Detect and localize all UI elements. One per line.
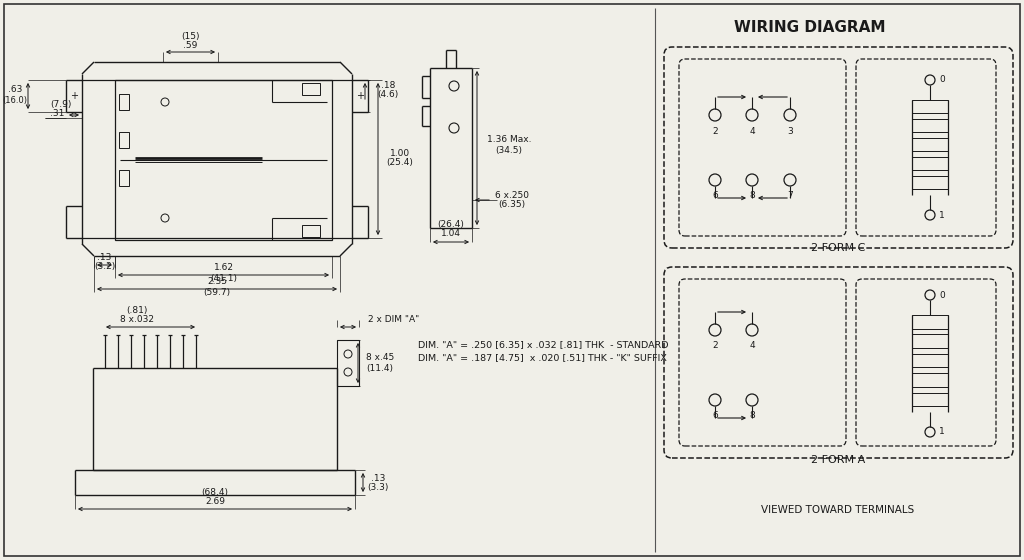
Bar: [912, 354, 948, 367]
Text: 3: 3: [787, 127, 793, 136]
Text: (4.6): (4.6): [378, 90, 398, 99]
Text: 0: 0: [939, 76, 945, 85]
Text: (41.1): (41.1): [210, 273, 237, 282]
Text: +: +: [70, 91, 78, 101]
Text: (11.4): (11.4): [367, 363, 393, 372]
Bar: [302, 225, 319, 237]
Text: DIM. "A" = .187 [4.75]  x .020 [.51] THK - "K" SUFFIX: DIM. "A" = .187 [4.75] x .020 [.51] THK …: [418, 353, 667, 362]
Text: (34.5): (34.5): [496, 146, 522, 155]
Text: 8 x.45: 8 x.45: [366, 353, 394, 362]
Circle shape: [709, 394, 721, 406]
Text: 2: 2: [712, 342, 718, 351]
Circle shape: [161, 98, 169, 106]
Text: (15): (15): [181, 32, 200, 41]
Text: 1.00: 1.00: [390, 148, 410, 157]
Bar: [912, 157, 948, 170]
Text: (6.35): (6.35): [499, 200, 525, 209]
Text: .18: .18: [381, 82, 395, 91]
Circle shape: [709, 174, 721, 186]
Text: 2 x DIM "A": 2 x DIM "A": [368, 315, 419, 324]
Circle shape: [746, 394, 758, 406]
Circle shape: [925, 210, 935, 220]
Bar: [119, 132, 129, 148]
Bar: [912, 334, 948, 348]
Text: (3.2): (3.2): [94, 263, 115, 272]
Text: 6: 6: [712, 192, 718, 200]
Text: (.81): (.81): [126, 306, 147, 315]
Bar: [912, 315, 948, 329]
Text: 1: 1: [939, 427, 945, 436]
Text: 8: 8: [750, 192, 755, 200]
Circle shape: [344, 368, 352, 376]
Text: 2.35: 2.35: [207, 278, 227, 287]
Text: VIEWED TOWARD TERMINALS: VIEWED TOWARD TERMINALS: [762, 505, 914, 515]
Text: .13: .13: [371, 474, 385, 483]
Bar: [912, 393, 948, 406]
Circle shape: [784, 109, 796, 121]
Bar: [912, 119, 948, 132]
Bar: [912, 100, 948, 113]
Text: 6 x.250: 6 x.250: [495, 190, 529, 199]
Text: 8 x.032: 8 x.032: [120, 315, 154, 324]
Bar: [119, 170, 129, 186]
Text: (7.9): (7.9): [50, 100, 72, 109]
Text: (59.7): (59.7): [204, 287, 230, 296]
Text: 4: 4: [750, 127, 755, 136]
Text: (3.3): (3.3): [368, 483, 389, 492]
Text: DIM. "A" = .250 [6.35] x .032 [.81] THK  - STANDARD: DIM. "A" = .250 [6.35] x .032 [.81] THK …: [418, 340, 669, 349]
Text: 1.04: 1.04: [441, 230, 461, 239]
Circle shape: [344, 350, 352, 358]
Text: (16.0): (16.0): [2, 96, 28, 105]
Bar: [912, 373, 948, 387]
Bar: [119, 94, 129, 110]
Circle shape: [746, 109, 758, 121]
Text: (25.4): (25.4): [387, 158, 414, 167]
Circle shape: [746, 324, 758, 336]
Circle shape: [746, 174, 758, 186]
Text: .31: .31: [50, 109, 65, 118]
Text: 1.36 Max.: 1.36 Max.: [486, 136, 531, 144]
Text: 1: 1: [939, 211, 945, 220]
Circle shape: [925, 290, 935, 300]
Text: .59: .59: [183, 40, 198, 49]
Text: 4: 4: [750, 342, 755, 351]
Text: 2 FORM A: 2 FORM A: [811, 455, 865, 465]
Bar: [302, 83, 319, 95]
Circle shape: [925, 75, 935, 85]
Text: 8: 8: [750, 412, 755, 421]
Circle shape: [161, 214, 169, 222]
Text: 7: 7: [787, 192, 793, 200]
Text: .13: .13: [97, 253, 112, 262]
Text: 2: 2: [712, 127, 718, 136]
Text: (68.4): (68.4): [202, 488, 228, 497]
Text: 0: 0: [939, 291, 945, 300]
Text: (26.4): (26.4): [437, 221, 465, 230]
Bar: [912, 138, 948, 151]
Circle shape: [784, 174, 796, 186]
Text: 2 FORM C: 2 FORM C: [811, 243, 865, 253]
Text: .63: .63: [8, 86, 23, 95]
Circle shape: [709, 324, 721, 336]
Bar: [337, 340, 359, 386]
Bar: [912, 176, 948, 189]
Circle shape: [709, 109, 721, 121]
Bar: [115, 80, 332, 240]
Text: +: +: [356, 91, 364, 101]
Text: WIRING DIAGRAM: WIRING DIAGRAM: [734, 21, 886, 35]
Circle shape: [925, 427, 935, 437]
Text: 2.69: 2.69: [205, 497, 225, 506]
Text: 6: 6: [712, 412, 718, 421]
Text: 1.62: 1.62: [213, 264, 233, 273]
